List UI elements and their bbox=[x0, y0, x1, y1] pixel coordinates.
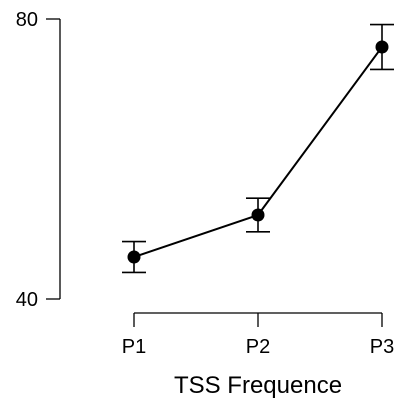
data-point-p2 bbox=[251, 208, 265, 222]
x-tick-label-p3: P3 bbox=[370, 336, 394, 358]
y-tick-label-40: 40 bbox=[16, 289, 38, 311]
data-point-p3 bbox=[375, 40, 389, 54]
y-axis: 80 40 bbox=[16, 9, 61, 311]
x-tick-label-p2: P2 bbox=[246, 336, 270, 358]
x-axis: P1 P2 P3 TSS Frequence bbox=[122, 312, 394, 399]
x-tick-label-p1: P1 bbox=[122, 336, 146, 358]
data-point-p1 bbox=[127, 250, 141, 264]
x-axis-title: TSS Frequence bbox=[174, 372, 342, 399]
series-layer bbox=[122, 23, 394, 274]
y-tick-label-80: 80 bbox=[16, 9, 38, 31]
